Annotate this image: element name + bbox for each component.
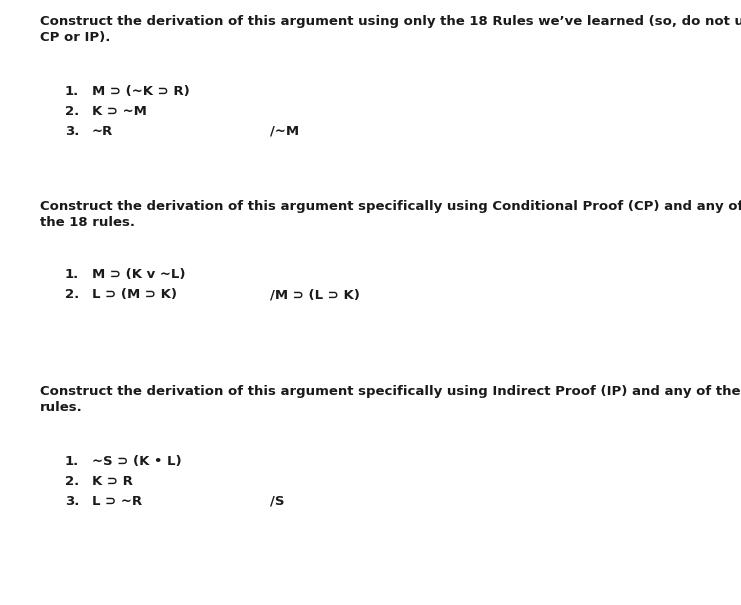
- Text: 2.: 2.: [65, 105, 79, 118]
- Text: rules.: rules.: [40, 401, 83, 414]
- Text: Construct the derivation of this argument specifically using Conditional Proof (: Construct the derivation of this argumen…: [40, 200, 741, 213]
- Text: Construct the derivation of this argument specifically using Indirect Proof (IP): Construct the derivation of this argumen…: [40, 385, 741, 398]
- Text: M ⊃ (~K ⊃ R): M ⊃ (~K ⊃ R): [92, 85, 190, 98]
- Text: Construct the derivation of this argument using only the 18 Rules we’ve learned : Construct the derivation of this argumen…: [40, 15, 741, 28]
- Text: L ⊃ ~R: L ⊃ ~R: [92, 495, 142, 508]
- Text: 1.: 1.: [65, 268, 79, 281]
- Text: the 18 rules.: the 18 rules.: [40, 216, 135, 229]
- Text: CP or IP).: CP or IP).: [40, 31, 110, 44]
- Text: 2.: 2.: [65, 475, 79, 488]
- Text: 3.: 3.: [65, 495, 79, 508]
- Text: L ⊃ (M ⊃ K): L ⊃ (M ⊃ K): [92, 288, 177, 301]
- Text: ~R: ~R: [92, 125, 113, 138]
- Text: /M ⊃ (L ⊃ K): /M ⊃ (L ⊃ K): [270, 288, 360, 301]
- Text: /S: /S: [270, 495, 285, 508]
- Text: K ⊃ ~M: K ⊃ ~M: [92, 105, 147, 118]
- Text: 2.: 2.: [65, 288, 79, 301]
- Text: /~M: /~M: [270, 125, 299, 138]
- Text: ~S ⊃ (K • L): ~S ⊃ (K • L): [92, 455, 182, 468]
- Text: 1.: 1.: [65, 455, 79, 468]
- Text: M ⊃ (K v ~L): M ⊃ (K v ~L): [92, 268, 185, 281]
- Text: 1.: 1.: [65, 85, 79, 98]
- Text: K ⊃ R: K ⊃ R: [92, 475, 133, 488]
- Text: 3.: 3.: [65, 125, 79, 138]
